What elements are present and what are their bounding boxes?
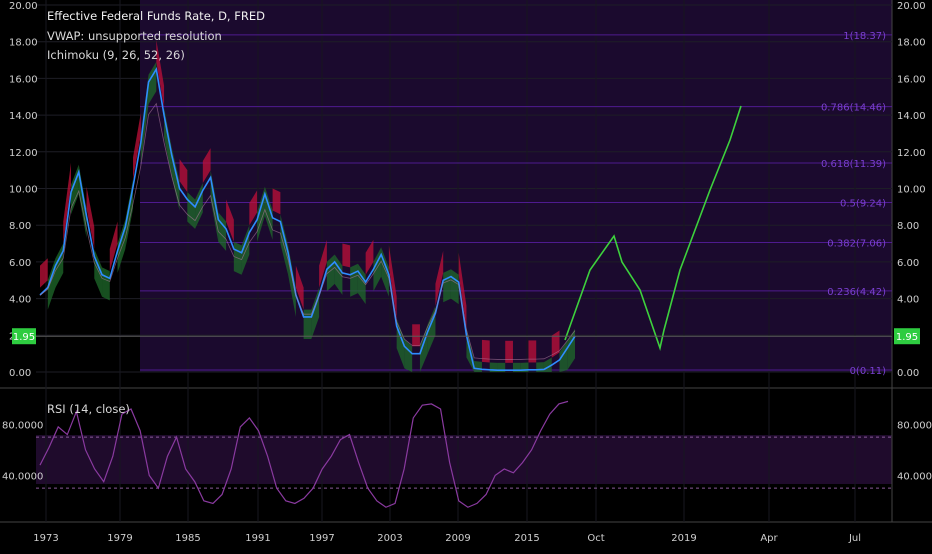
cloud-segment xyxy=(156,39,165,108)
y-tick-right: 4.00 xyxy=(897,295,919,306)
rsi-line xyxy=(39,400,569,508)
y-tick-left: 14.00 xyxy=(9,111,38,122)
y-tick-left: 16.00 xyxy=(9,74,38,85)
chart-title: Effective Federal Funds Rate, D, FRED xyxy=(47,9,265,23)
cloud-segment xyxy=(505,340,513,363)
y-tick-right: 14.00 xyxy=(897,111,926,122)
x-tick-label: 2019 xyxy=(671,533,696,544)
y-tick-left: 10.00 xyxy=(9,185,38,196)
y-tick-left: 18.00 xyxy=(9,38,38,49)
fib-levels: 1(18.37) 0.786(14.46) 0.618(11.39) 0.5(9.24… xyxy=(140,31,892,377)
cloud-segment xyxy=(319,239,327,288)
cloud-segment xyxy=(458,252,467,328)
x-tick-label: 1991 xyxy=(245,533,270,544)
x-tick-label: 1973 xyxy=(33,533,58,544)
x-tick-label: 2015 xyxy=(514,533,539,544)
cloud-segment xyxy=(226,199,234,242)
cloud-segment xyxy=(40,258,48,288)
cloud-segment xyxy=(450,269,459,305)
y-tick-right: 10.00 xyxy=(897,185,926,196)
x-tick-label: Oct xyxy=(587,533,604,544)
fib-level-label: 0.618(11.39) xyxy=(821,159,886,170)
series-lines xyxy=(36,66,892,508)
cloud-segment xyxy=(481,339,490,363)
rsi-band xyxy=(36,435,892,484)
fib-level-label: 0.5(9.24) xyxy=(840,198,886,209)
y-tick-right: 6.00 xyxy=(897,258,919,269)
x-tick-label: Apr xyxy=(760,533,778,544)
x-tick-label: Jul xyxy=(848,533,861,544)
y-tick-right: 20.00 xyxy=(897,1,926,12)
kijun-line xyxy=(39,102,576,360)
y-tick-left: 6.00 xyxy=(9,258,31,269)
fib-level-label: 1(18.37) xyxy=(843,31,886,42)
y-tick-left: 0.00 xyxy=(9,368,31,379)
cloud-segment xyxy=(559,340,568,372)
cloud-segment xyxy=(365,239,374,275)
fib-level-label: 0.236(4.42) xyxy=(827,287,886,298)
cloud-segment xyxy=(179,159,188,193)
cloud-segment xyxy=(388,245,397,319)
cloud-segment xyxy=(86,186,95,250)
ichimoku-label: Ichimoku (9, 26, 52, 26) xyxy=(47,48,185,62)
cloud-segment xyxy=(350,263,358,297)
fib-level-label: 0(0.11) xyxy=(850,366,887,377)
cloud-segment xyxy=(295,265,304,310)
cloud-segment xyxy=(474,360,482,372)
price-line xyxy=(39,66,576,371)
x-tick-label: 2003 xyxy=(377,533,402,544)
cloud-segment xyxy=(528,340,537,363)
rsi-tick-left: 80.0000 xyxy=(2,420,43,431)
price-badge-right xyxy=(894,328,920,345)
y-tick-right: 8.00 xyxy=(897,221,919,232)
rsi-title: RSI (14, close) xyxy=(47,402,130,416)
fib-level-label: 0.382(7.06) xyxy=(827,238,886,249)
rsi-tick-left: 40.0000 xyxy=(2,471,43,482)
price-badge-left xyxy=(12,328,36,345)
cloud-segment xyxy=(249,190,258,226)
x-tick-label: 1979 xyxy=(107,533,132,544)
y-tick-left: 12.00 xyxy=(9,148,38,159)
vwap-label: VWAP: unsupported resolution xyxy=(47,29,222,43)
x-tick-label: 1985 xyxy=(175,533,200,544)
cloud-segment xyxy=(63,162,72,244)
y-tick-right: 0.00 xyxy=(897,368,919,379)
x-tick-label: 2009 xyxy=(445,533,470,544)
cloud-segment xyxy=(202,148,211,183)
projection-region xyxy=(140,0,892,372)
price-badge-left-text: 1.95 xyxy=(13,332,35,343)
cloud-segment xyxy=(412,324,420,347)
x-tick-label: 1997 xyxy=(309,533,334,544)
fib-level-label: 0.786(14.46) xyxy=(821,103,886,114)
y-tick-left: 4.00 xyxy=(9,295,31,306)
y-tick-right: 12.00 xyxy=(897,148,926,159)
price-badge-right-text: 1.95 xyxy=(896,332,918,343)
rsi-tick-right: 80.0000 xyxy=(897,420,932,431)
y-tick-right: 16.00 xyxy=(897,74,926,85)
cloud-segment xyxy=(102,267,110,301)
rsi-tick-right: 40.0000 xyxy=(897,471,932,482)
axes: 0.000.002.002.004.004.006.006.008.008.00… xyxy=(2,1,932,544)
cloud-segment xyxy=(133,113,141,180)
cloud-segment xyxy=(551,330,560,358)
cloud-segment xyxy=(272,188,281,215)
y-tick-left: 8.00 xyxy=(9,221,31,232)
cloud-segment xyxy=(443,269,451,303)
cloud-segment xyxy=(435,250,444,306)
cloud-segment xyxy=(342,243,351,268)
projection-line xyxy=(564,105,742,351)
y-tick-left: 20.00 xyxy=(9,1,38,12)
y-tick-right: 18.00 xyxy=(897,38,926,49)
cloud-segment xyxy=(109,221,118,272)
